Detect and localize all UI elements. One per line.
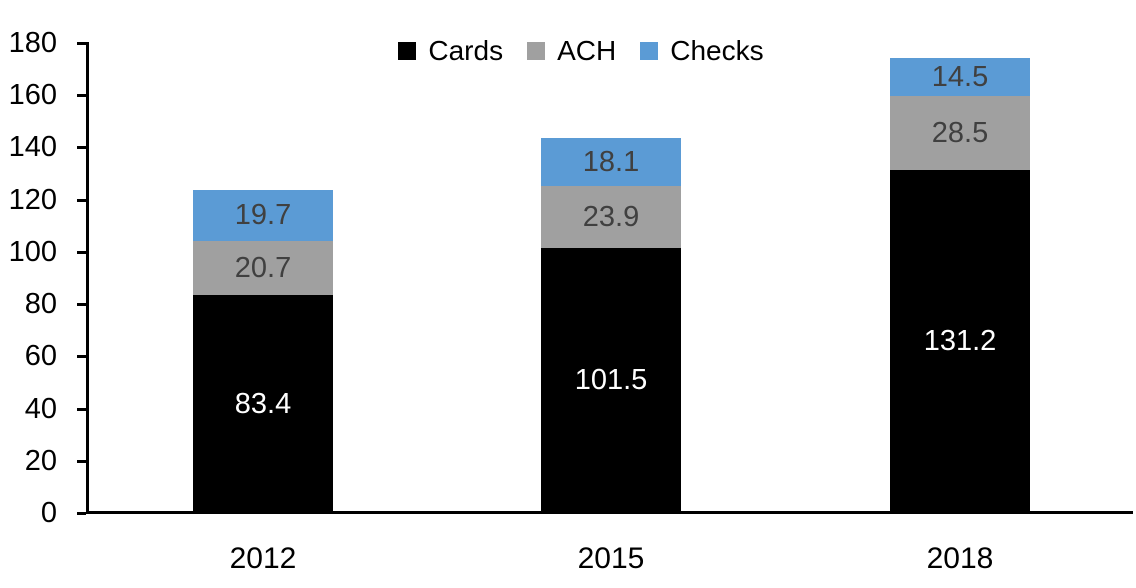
data-label-ach: 23.9 — [582, 200, 640, 233]
legend-item-ach: ACH — [527, 37, 616, 65]
checks-swatch-icon — [640, 42, 659, 60]
y-axis-tick-label: 40 — [24, 393, 57, 425]
y-axis-tick — [77, 303, 86, 306]
y-axis-tick — [77, 408, 86, 411]
y-axis-tick-label: 80 — [24, 288, 57, 320]
legend-label-ach: ACH — [557, 35, 617, 66]
legend-item-checks: Checks — [640, 35, 764, 66]
bar-segment-cards: 101.5 — [541, 248, 681, 513]
data-label-checks: 18.1 — [582, 145, 640, 178]
ach-swatch-icon — [527, 42, 546, 60]
bar-segment-cards: 131.2 — [890, 170, 1030, 513]
y-axis-tick-label: 180 — [8, 27, 57, 59]
data-label-cards: 83.4 — [234, 387, 292, 420]
legend: Cards ACH Checks — [13, 36, 1136, 66]
bar-segment-checks: 14.5 — [890, 58, 1030, 96]
y-axis-tick — [77, 199, 86, 202]
cards-swatch-icon — [398, 42, 417, 60]
data-label-checks: 14.5 — [931, 60, 989, 93]
data-label-ach: 28.5 — [931, 116, 989, 149]
x-axis-category-label: 2018 — [926, 542, 994, 575]
data-label-ach: 20.7 — [234, 251, 292, 284]
x-axis-category-label: 2015 — [577, 542, 645, 575]
y-axis-tick-label: 140 — [8, 131, 57, 163]
y-axis-tick — [77, 94, 86, 97]
y-axis-tick — [77, 251, 86, 254]
y-axis-tick — [77, 355, 86, 358]
y-axis-tick-label: 0 — [40, 497, 57, 529]
y-axis-tick-label: 120 — [8, 184, 57, 216]
x-axis-category-label: 2012 — [229, 542, 297, 575]
y-axis-tick-label: 100 — [8, 236, 57, 268]
data-label-cards: 101.5 — [574, 364, 648, 396]
y-axis-tick-label: 160 — [8, 79, 57, 111]
legend-label-cards: Cards — [428, 35, 504, 66]
bar-segment-checks: 19.7 — [193, 190, 333, 241]
y-axis-tick — [77, 146, 86, 149]
bar-segment-checks: 18.1 — [541, 138, 681, 186]
bar-segment-ach: 28.5 — [890, 96, 1030, 170]
y-axis-tick-label: 60 — [24, 340, 57, 372]
y-axis-line — [86, 42, 89, 514]
legend-label-checks: Checks — [670, 35, 764, 66]
x-axis-line — [86, 511, 1133, 514]
bar-segment-cards: 83.4 — [193, 295, 333, 513]
y-axis-tick — [77, 460, 86, 463]
bar-segment-ach: 20.7 — [193, 241, 333, 295]
y-axis-tick — [77, 42, 86, 45]
bar-segment-ach: 23.9 — [541, 186, 681, 248]
legend-item-cards: Cards — [398, 37, 503, 65]
data-label-cards: 131.2 — [923, 325, 997, 357]
y-axis-tick-label: 20 — [24, 445, 57, 477]
data-label-checks: 19.7 — [234, 199, 292, 231]
y-axis-tick — [77, 512, 86, 515]
